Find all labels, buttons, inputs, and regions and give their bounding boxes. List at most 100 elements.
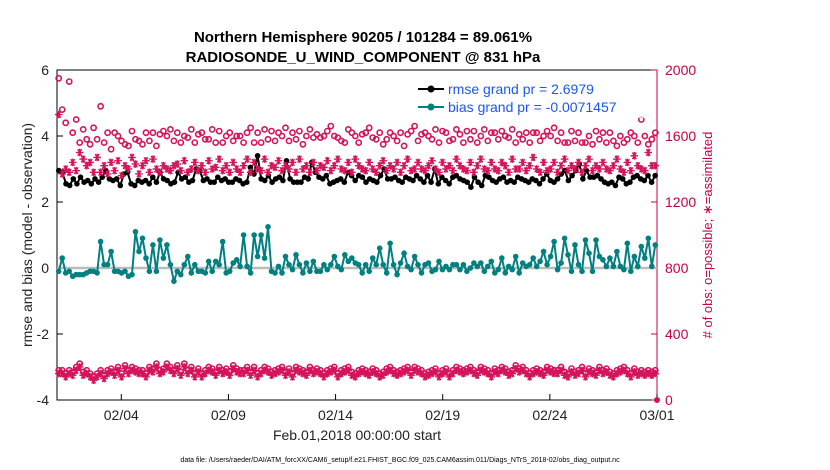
data-point-assimilated [340, 166, 349, 175]
data-point-assimilated [142, 156, 150, 165]
data-point-possible [477, 132, 485, 140]
data-point-bias [547, 253, 554, 260]
data-point-possible [540, 132, 547, 140]
data-point-possible [76, 139, 84, 146]
data-point-assimilated_bottom [72, 366, 80, 375]
data-point-assimilated_bottom [501, 368, 510, 376]
data-point-assimilated_bottom [187, 366, 196, 375]
right-tick-label: 2000 [665, 62, 696, 78]
data-point-assimilated_bottom [281, 371, 290, 380]
data-point-bias [362, 261, 369, 268]
data-point-rmse [280, 177, 286, 184]
data-point-assimilated [180, 156, 189, 165]
data-point-rmse [66, 182, 73, 189]
data-point-rmse [337, 176, 344, 182]
data-point-assimilated_bottom [518, 366, 527, 375]
x-tick-label: 02/19 [425, 407, 460, 423]
data-point-rmse [493, 179, 500, 185]
data-point-assimilated [131, 160, 140, 168]
data-point-possible [390, 132, 397, 140]
data-point-possible [194, 130, 202, 138]
data-point-rmse [442, 177, 449, 184]
data-point-assimilated_bottom [190, 373, 199, 381]
data-point-bias [289, 266, 296, 273]
data-point-possible [397, 129, 404, 137]
data-point-possible [585, 132, 593, 140]
data-point-assimilated [89, 168, 98, 177]
data-point-possible [316, 134, 324, 141]
data-point-bias [153, 268, 160, 275]
data-point-possible [107, 145, 115, 153]
data-point-bias [167, 261, 174, 268]
data-point-bias [425, 260, 432, 266]
data-point-assimilated_bottom [473, 371, 482, 380]
data-point-assimilated_bottom [75, 363, 84, 371]
data-point-rmse [153, 179, 160, 185]
data-point-assimilated [532, 165, 541, 173]
data-point-possible [229, 137, 237, 145]
data-point-possible [65, 78, 73, 85]
data-point-assimilated_bottom [225, 371, 234, 380]
data-point-possible [289, 129, 296, 137]
data-point-assimilated_bottom [386, 366, 394, 375]
data-point-bias [178, 271, 184, 278]
data-point-possible [425, 132, 432, 140]
data-point-assimilated_bottom [320, 373, 328, 381]
data-point-assimilated [581, 161, 590, 170]
data-point-rmse [236, 177, 243, 184]
data-point-bias [296, 261, 303, 268]
data-point-assimilated [271, 163, 279, 172]
data-point-assimilated [585, 155, 593, 163]
data-point-rmse [211, 179, 217, 185]
data-point-assimilated_bottom [89, 376, 98, 384]
data-point-possible [547, 132, 554, 140]
data-point-rmse [627, 179, 633, 185]
data-point-rmse [92, 176, 98, 182]
data-point-possible [282, 124, 289, 132]
data-point-assimilated [156, 168, 164, 177]
data-point-rmse [204, 176, 210, 182]
data-point-bias [188, 270, 195, 276]
data-point-assimilated_bottom [86, 373, 94, 381]
data-point-assimilated_bottom [508, 369, 517, 378]
data-point-rmse [471, 174, 478, 180]
data-point-rmse [421, 179, 427, 185]
data-point-possible [533, 129, 541, 137]
data-point-possible [351, 132, 359, 140]
data-point-possible [564, 139, 572, 146]
data-point-possible [170, 137, 178, 145]
data-point-possible [55, 74, 63, 82]
data-point-assimilated_bottom [351, 373, 360, 381]
title-line-1: Northern Hemisphere 90205 / 101284 = 89.… [194, 29, 532, 46]
x-tick-label: 02/24 [532, 407, 567, 423]
data-point-rmse [254, 153, 261, 159]
data-point-bias [649, 263, 655, 270]
legend-label-rmse: rmse grand pr = 2.6979 [448, 81, 594, 97]
data-point-assimilated [320, 163, 328, 172]
data-point-possible [271, 137, 279, 145]
data-point-possible [145, 137, 153, 145]
data-point-assimilated_bottom [250, 366, 258, 375]
data-point-possible [215, 127, 223, 135]
data-point-assimilated_bottom [602, 368, 611, 376]
data-point-assimilated [264, 168, 272, 177]
data-point-assimilated [477, 155, 485, 163]
data-point-assimilated_bottom [152, 363, 161, 371]
data-point-rmse [229, 179, 236, 185]
data-point-assimilated [197, 161, 206, 170]
data-point-assimilated [470, 168, 478, 177]
data-point-assimilated [620, 168, 628, 177]
data-point-bias [94, 270, 100, 276]
data-point-bias [369, 255, 376, 261]
data-point-possible [386, 129, 394, 137]
data-point-bias [464, 268, 470, 275]
data-point-possible [90, 124, 97, 132]
data-point-assimilated [103, 170, 112, 178]
data-point-possible [644, 140, 652, 148]
data-point-rmse [435, 181, 442, 187]
data-point-possible [212, 139, 220, 146]
data-point-bias [321, 261, 327, 268]
legend-item-bias: bias grand pr = -0.0071457 [418, 99, 617, 115]
data-point-rmse [525, 179, 532, 185]
data-point-assimilated_bottom [239, 369, 248, 378]
